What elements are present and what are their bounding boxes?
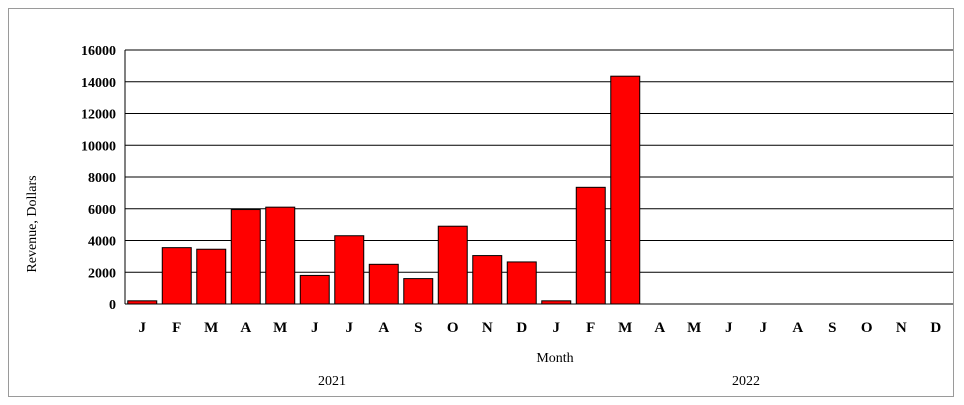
y-tick-label: 16000 (81, 44, 116, 59)
bar (368, 263, 399, 305)
x-tick-label: D (930, 320, 941, 336)
x-tick-label: J (311, 320, 319, 336)
x-tick-label: O (447, 320, 459, 336)
x-tick-label: A (240, 320, 251, 336)
y-tick-label: 2000 (88, 266, 116, 281)
y-tick-label: 12000 (81, 108, 116, 123)
x-tick-label: F (586, 320, 595, 336)
bar (196, 248, 227, 305)
y-tick-label: 6000 (88, 203, 116, 218)
bar (230, 209, 261, 305)
x-tick-label: M (618, 320, 632, 336)
bar (575, 186, 606, 305)
x-tick-label: A (792, 320, 803, 336)
x-tick-label: D (516, 320, 527, 336)
x-tick-label: M (687, 320, 701, 336)
y-axis-title: Revenue, Dollars (25, 175, 40, 272)
bar (472, 255, 503, 305)
y-tick-label: 0 (109, 298, 116, 313)
bar (265, 206, 296, 305)
x-tick-label: A (654, 320, 665, 336)
x-tick-label: N (896, 320, 907, 336)
chart-frame (8, 8, 954, 397)
x-tick-label: S (414, 320, 422, 336)
bar (161, 247, 192, 305)
y-tick-label: 8000 (88, 171, 116, 186)
y-tick-labels: 0 2000 4000 6000 8000 10000 12000 14000 16000 (81, 44, 116, 313)
x-tick-label: S (828, 320, 836, 336)
year-label: 2022 (732, 374, 760, 389)
axes (124, 50, 953, 305)
bar (299, 274, 330, 305)
x-tick-label: M (273, 320, 287, 336)
x-axis-title: Month (536, 351, 573, 366)
bar (437, 225, 468, 305)
bar (403, 278, 434, 305)
grid-lines (125, 49, 953, 273)
x-tick-label: J (553, 320, 561, 336)
x-tick-label: O (861, 320, 873, 336)
bar (610, 75, 641, 305)
year-label: 2021 (318, 374, 346, 389)
x-tick-label: A (378, 320, 389, 336)
x-tick-label: J (346, 320, 354, 336)
y-tick-label: 4000 (88, 235, 116, 250)
x-tick-label: J (139, 320, 147, 336)
x-tick-label: F (172, 320, 181, 336)
x-tick-label: J (725, 320, 733, 336)
x-tick-label: M (204, 320, 218, 336)
bar (506, 261, 537, 305)
year-group-labels: 2021 2022 (318, 374, 760, 389)
y-tick-label: 10000 (81, 139, 116, 154)
x-tick-label: N (482, 320, 493, 336)
x-tick-label: J (760, 320, 768, 336)
y-tick-label: 14000 (81, 76, 116, 91)
bars (127, 75, 641, 305)
bar (334, 235, 365, 305)
